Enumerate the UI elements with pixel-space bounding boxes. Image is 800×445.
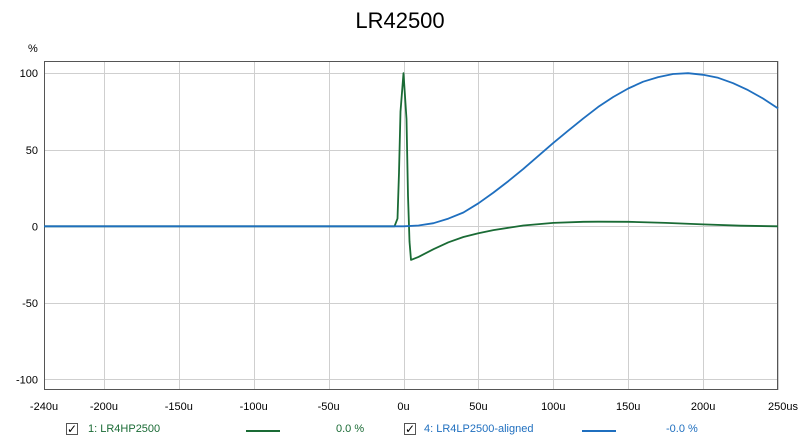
grid [44, 61, 779, 390]
series-line-lr4hp2500 [44, 72, 779, 261]
legend-series-name: 1: LR4HP2500 [88, 423, 161, 435]
y-tick-label: 0 [32, 221, 38, 233]
x-tick-label: 100u [541, 401, 565, 413]
x-axis: -240u -200u -150u -100u -50u 0u 50u 100u 150u 200… [30, 401, 799, 413]
x-tick-label: -240u [30, 401, 58, 413]
x-tick-label: 0u [397, 401, 409, 413]
checkbox-checked-icon[interactable]: ✓ [404, 422, 416, 436]
series-line-lr4lp2500-aligned [44, 72, 779, 228]
x-tick-label: 50u [469, 401, 487, 413]
legend-series-name: 4: LR4LP2500-aligned [424, 423, 534, 435]
y-tick-label: 50 [26, 145, 38, 157]
legend-line-swatch [582, 430, 616, 432]
x-tick-label: 250us [768, 401, 798, 413]
checkbox-checked-icon[interactable]: ✓ [66, 422, 78, 436]
legend-series-value: 0.0 % [336, 423, 365, 435]
chart-title: LR42500 [355, 8, 445, 33]
y-tick-label: -50 [22, 298, 38, 310]
y-tick-label: 100 [20, 68, 38, 80]
x-tick-label: -150u [165, 401, 193, 413]
x-tick-label: -50u [318, 401, 340, 413]
x-tick-label: -100u [240, 401, 268, 413]
y-tick-label: -100 [16, 374, 38, 386]
x-tick-label: 150u [616, 401, 640, 413]
x-tick-label: -200u [90, 401, 118, 413]
legend: ✓ 1: LR4HP2500 0.0 % ✓ 4: LR4LP2500-alig… [0, 421, 800, 443]
x-tick-label: 200u [691, 401, 715, 413]
y-axis-label: % [28, 43, 38, 55]
series-layer [44, 72, 779, 261]
legend-line-swatch [246, 430, 280, 432]
y-axis: 100 50 0 -50 -100 [16, 68, 38, 386]
legend-series-value: -0.0 % [666, 423, 698, 435]
